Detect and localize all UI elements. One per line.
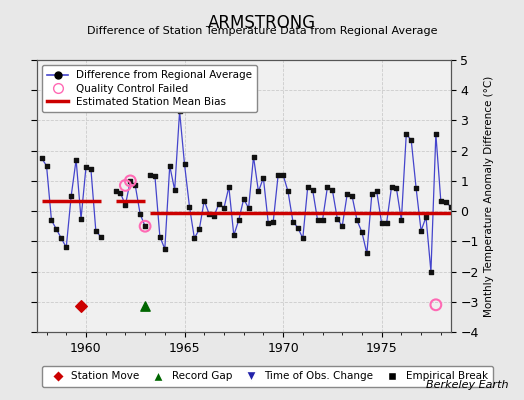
Point	[141, 223, 149, 230]
Point	[176, 108, 184, 114]
Point	[82, 164, 90, 170]
Point	[436, 197, 445, 204]
Legend: Station Move, Record Gap, Time of Obs. Change, Empirical Break: Station Move, Record Gap, Time of Obs. C…	[42, 366, 493, 387]
Point	[274, 172, 282, 178]
Point	[200, 197, 209, 204]
Point	[338, 223, 346, 230]
Point	[318, 217, 326, 223]
Point	[77, 303, 85, 310]
Point	[121, 202, 129, 208]
Point	[303, 184, 312, 190]
Point	[313, 217, 322, 223]
Point	[96, 234, 105, 240]
Point	[377, 220, 386, 226]
Y-axis label: Monthly Temperature Anomaly Difference (°C): Monthly Temperature Anomaly Difference (…	[484, 75, 494, 317]
Point	[220, 205, 228, 211]
Point	[343, 191, 352, 198]
Point	[309, 187, 317, 193]
Point	[397, 217, 406, 223]
Point	[180, 161, 189, 168]
Point	[333, 216, 342, 222]
Point	[446, 203, 455, 210]
Point	[392, 185, 401, 192]
Point	[116, 190, 125, 196]
Point	[328, 187, 336, 193]
Point	[47, 217, 56, 223]
Point	[126, 178, 135, 184]
Point	[244, 205, 253, 211]
Point	[358, 229, 366, 236]
Text: Difference of Station Temperature Data from Regional Average: Difference of Station Temperature Data f…	[87, 26, 437, 36]
Point	[67, 193, 75, 199]
Point	[402, 131, 410, 137]
Point	[86, 166, 95, 172]
Point	[284, 188, 292, 195]
Point	[407, 137, 416, 143]
Point	[37, 155, 46, 162]
Point	[442, 199, 450, 205]
Point	[141, 223, 149, 230]
Point	[235, 217, 243, 223]
Point	[146, 172, 154, 178]
Point	[156, 234, 164, 240]
Point	[254, 188, 263, 195]
Point	[230, 232, 238, 238]
Point	[383, 220, 391, 226]
Point	[348, 193, 356, 199]
Text: ARMSTRONG: ARMSTRONG	[208, 14, 316, 32]
Point	[422, 214, 430, 220]
Point	[52, 226, 61, 232]
Point	[161, 246, 169, 252]
Point	[126, 178, 135, 184]
Point	[136, 211, 145, 217]
Point	[185, 203, 194, 210]
Point	[269, 218, 277, 225]
Point	[368, 191, 376, 198]
Point	[131, 182, 139, 189]
Point	[363, 250, 371, 257]
Point	[249, 154, 258, 160]
Point	[239, 196, 248, 202]
Point	[279, 172, 287, 178]
Point	[353, 217, 361, 223]
Point	[264, 220, 272, 226]
Point	[289, 218, 297, 225]
Point	[412, 185, 420, 192]
Point	[210, 212, 219, 219]
Point	[259, 175, 268, 181]
Point	[432, 131, 440, 137]
Point	[299, 235, 307, 242]
Point	[77, 216, 85, 222]
Point	[111, 188, 119, 195]
Point	[141, 303, 149, 310]
Point	[293, 224, 302, 231]
Point	[387, 184, 396, 190]
Point	[432, 302, 440, 308]
Point	[205, 211, 213, 217]
Point	[190, 235, 199, 242]
Point	[225, 184, 233, 190]
Point	[57, 235, 66, 242]
Point	[373, 188, 381, 195]
Point	[42, 162, 51, 169]
Point	[62, 244, 70, 250]
Point	[72, 156, 80, 163]
Point	[195, 226, 203, 232]
Point	[166, 162, 174, 169]
Text: Berkeley Earth: Berkeley Earth	[426, 380, 508, 390]
Point	[92, 228, 100, 234]
Point	[417, 228, 425, 234]
Point	[151, 173, 159, 180]
Point	[170, 187, 179, 193]
Point	[427, 268, 435, 275]
Point	[121, 182, 129, 189]
Point	[323, 184, 332, 190]
Point	[215, 200, 223, 207]
